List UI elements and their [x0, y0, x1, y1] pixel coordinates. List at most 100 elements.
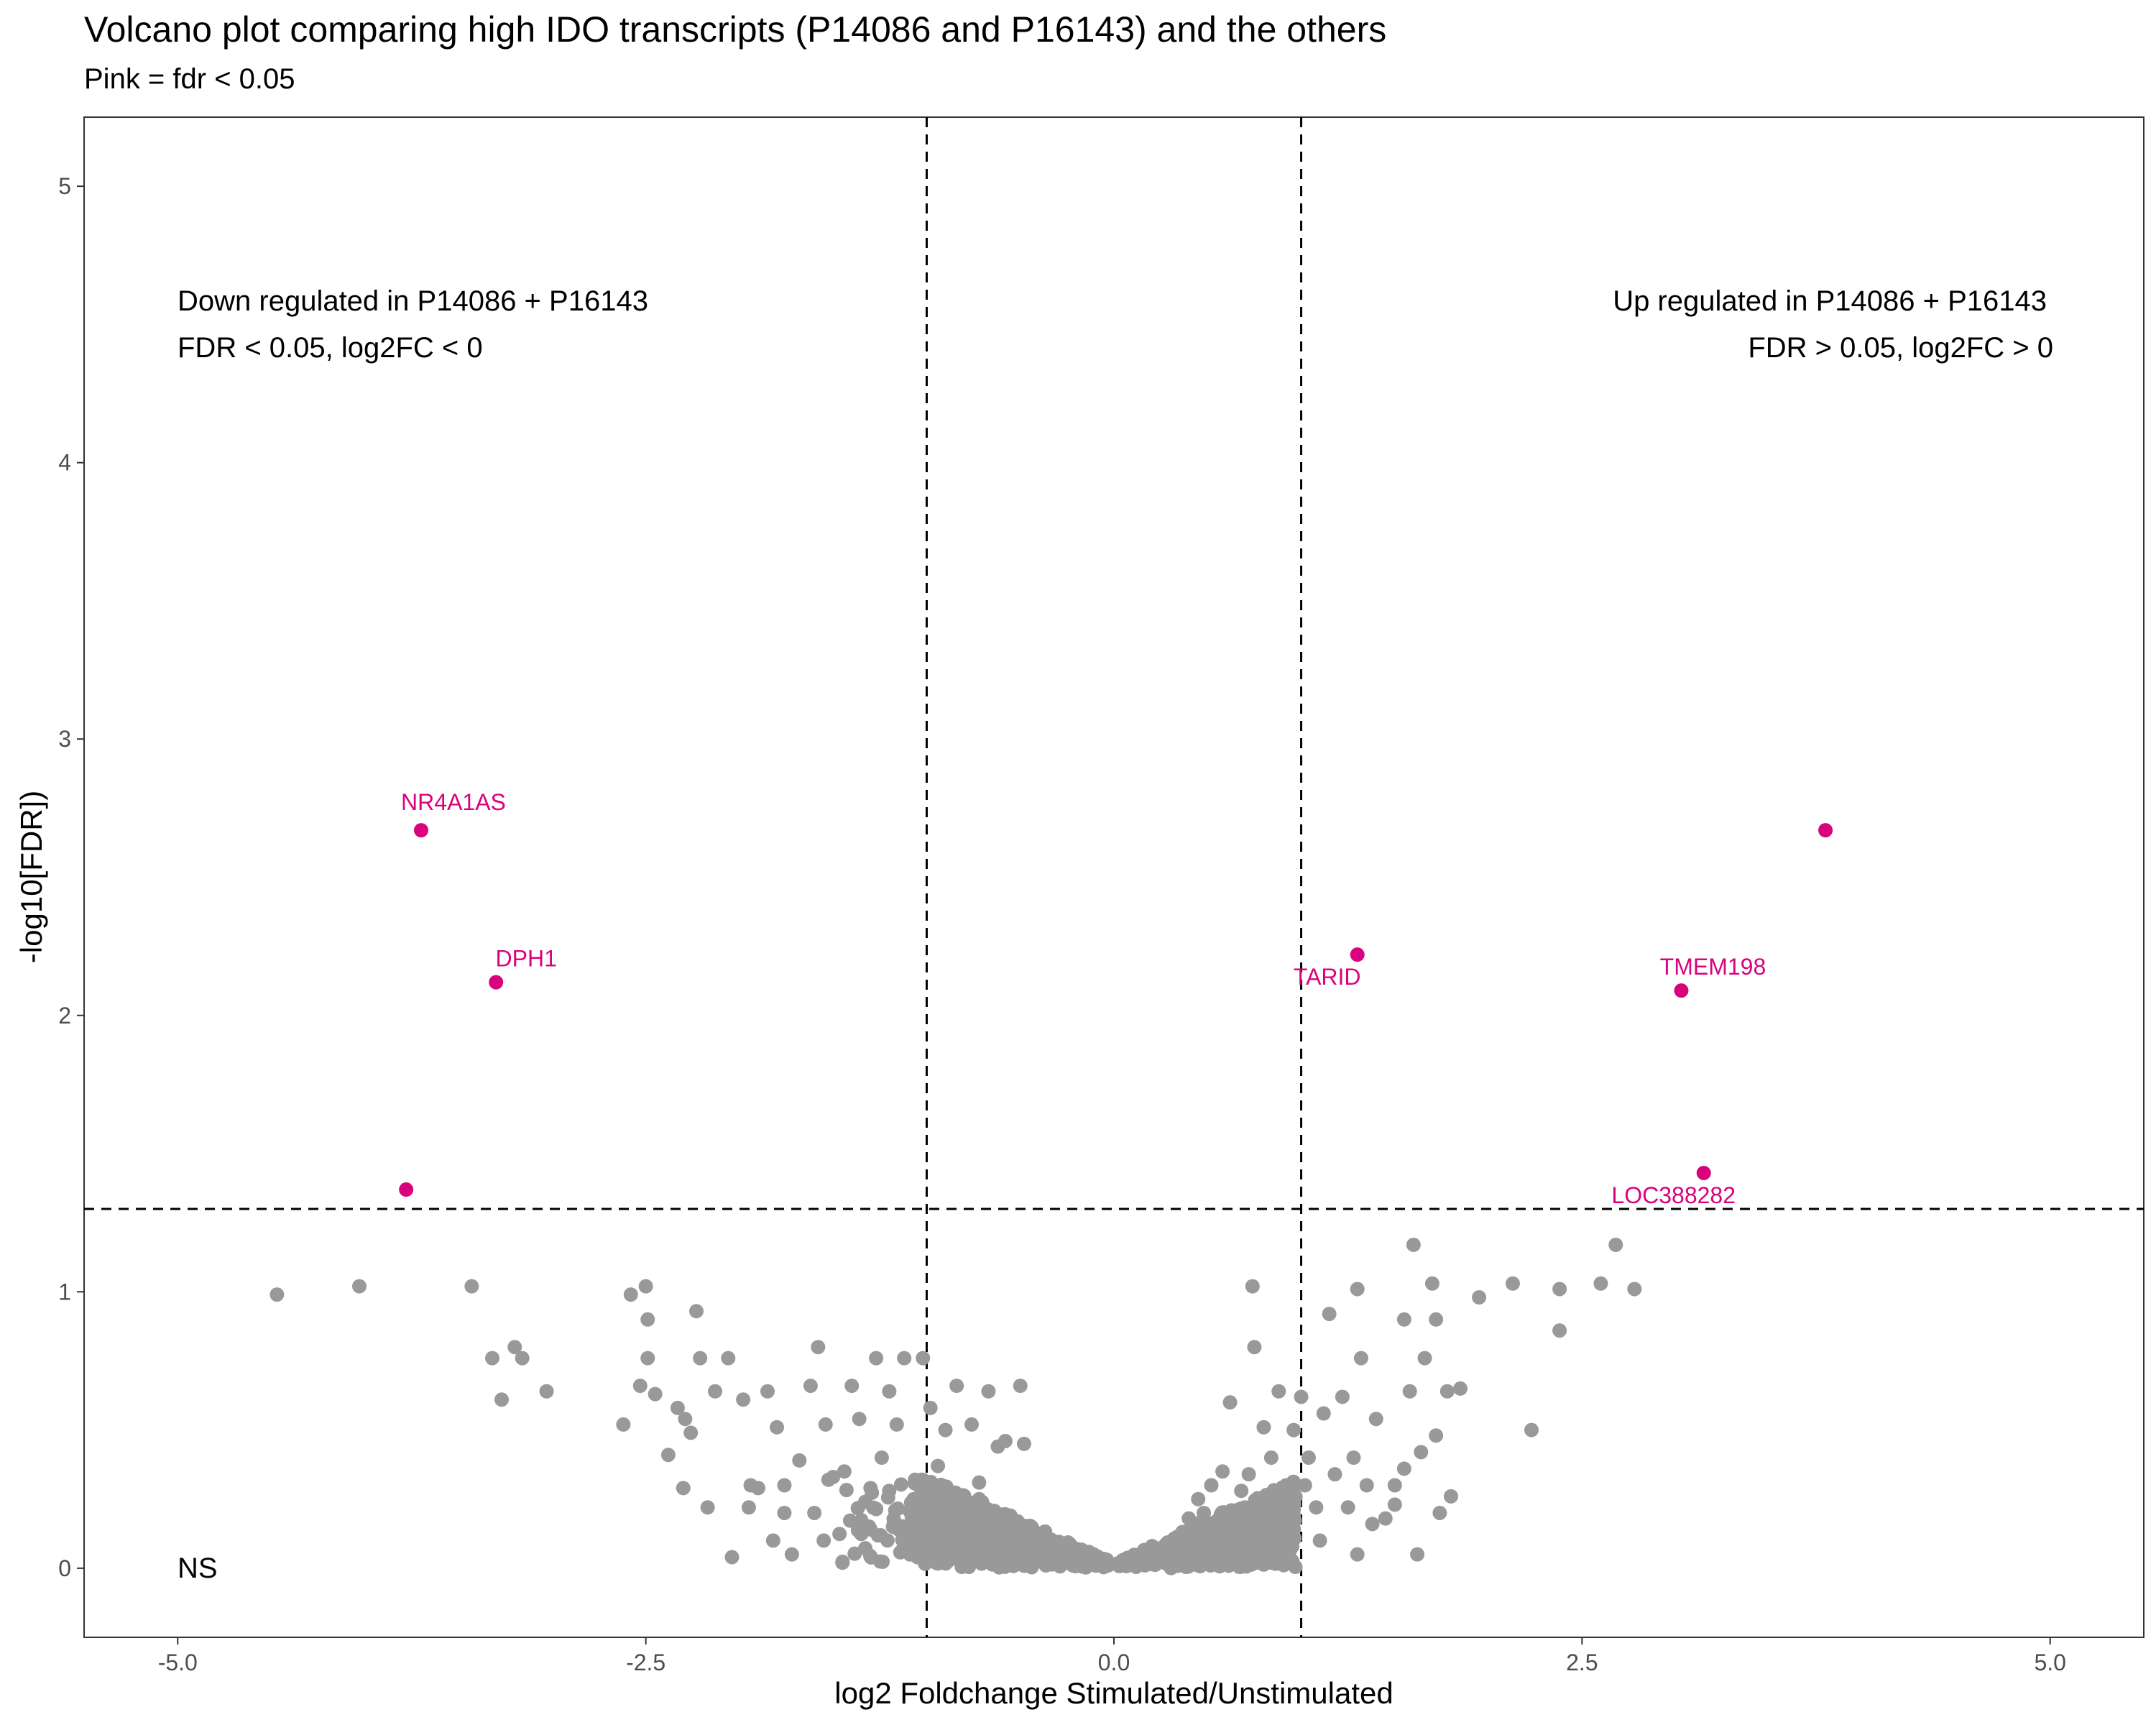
ns-point [1050, 1555, 1065, 1570]
ns-point [918, 1484, 934, 1499]
ns-point [1552, 1323, 1567, 1338]
ns-point [741, 1500, 756, 1515]
y-tick-label: 4 [58, 450, 71, 476]
gene-label: NR4A1AS [401, 789, 506, 815]
ns-point [928, 1519, 943, 1534]
ns-point [1174, 1541, 1189, 1556]
ns-point [1309, 1500, 1324, 1515]
ns-point [676, 1481, 691, 1496]
ns-point [1396, 1461, 1411, 1476]
ns-point [1552, 1282, 1567, 1297]
ns-point [1439, 1384, 1455, 1399]
ns-point [985, 1549, 1000, 1564]
ns-point [494, 1392, 510, 1407]
ns-point [688, 1304, 704, 1319]
ns-point [908, 1472, 923, 1487]
x-tick-label: 0.0 [1098, 1650, 1130, 1675]
ns-points-layer [270, 1237, 1642, 1576]
gene-labels-layer: NR4A1AS DPH1 TARID TMEM198 LOC388282 [401, 789, 1766, 1208]
ns-point [1593, 1276, 1608, 1291]
ns-point [1335, 1389, 1350, 1404]
significant-point [1350, 947, 1365, 962]
ns-point [873, 1528, 888, 1543]
ns-point [1505, 1276, 1520, 1291]
ns-point [858, 1541, 873, 1556]
ns-point [1098, 1556, 1113, 1571]
ns-point [993, 1537, 1008, 1552]
ns-point [1216, 1540, 1231, 1555]
ns-point [777, 1505, 792, 1520]
ns-point [1224, 1506, 1239, 1522]
ns-point [1365, 1517, 1380, 1532]
ns-point [1472, 1290, 1487, 1305]
ns-point [1215, 1464, 1230, 1479]
axis-ticks: -5.0 -2.5 0.0 2.5 5.0 0 1 2 3 4 5 [58, 173, 2066, 1675]
threshold-lines [84, 117, 2144, 1637]
ns-point [1263, 1450, 1279, 1466]
ns-point [847, 1546, 862, 1561]
significant-points-layer [399, 823, 1833, 1197]
y-axis-title: -log10[FDR]) [14, 791, 48, 963]
ns-point [1013, 1379, 1028, 1394]
gene-label: LOC388282 [1611, 1182, 1736, 1208]
ns-point [1271, 1524, 1286, 1539]
significant-point [1696, 1165, 1711, 1180]
ns-point [998, 1433, 1013, 1448]
ns-point [1203, 1558, 1218, 1573]
ns-point [678, 1412, 693, 1427]
ns-point [515, 1351, 530, 1366]
ns-point [874, 1450, 889, 1466]
ns-point [640, 1312, 655, 1327]
ns-point [638, 1279, 653, 1294]
ns-point [953, 1496, 968, 1512]
ns-point [965, 1550, 980, 1565]
ns-point [760, 1384, 775, 1399]
x-tick-label: 5.0 [2034, 1650, 2065, 1675]
ns-point [1443, 1489, 1458, 1504]
ns-point [997, 1517, 1012, 1532]
ns-point [865, 1485, 880, 1500]
ns-point [1453, 1381, 1468, 1396]
ns-point [1429, 1312, 1444, 1327]
ns-point [850, 1523, 865, 1538]
ns-point [1524, 1422, 1539, 1438]
ns-point [1191, 1491, 1206, 1506]
chart-subtitle: Pink = fdr < 0.05 [84, 63, 295, 95]
y-tick-label: 0 [58, 1555, 71, 1581]
ns-point [1271, 1384, 1286, 1399]
ns-point [1368, 1412, 1383, 1427]
ns-point [918, 1501, 934, 1517]
ns-point [1432, 1505, 1447, 1520]
ns-point [832, 1527, 847, 1542]
y-tick-label: 2 [58, 1003, 71, 1029]
ns-point [964, 1417, 979, 1432]
ns-point [1274, 1557, 1289, 1572]
ns-point [1359, 1478, 1374, 1493]
ns-point [721, 1351, 736, 1366]
ns-point [1245, 1279, 1260, 1294]
ns-point [507, 1340, 522, 1355]
ns-point [648, 1386, 663, 1402]
ns-point [895, 1519, 910, 1534]
ns-point [931, 1458, 946, 1473]
ns-point [972, 1475, 987, 1490]
ns-point [872, 1554, 888, 1569]
ns-point [1028, 1543, 1043, 1558]
ns-point [623, 1287, 638, 1302]
ns-point [897, 1351, 912, 1366]
ns-point [1081, 1552, 1096, 1568]
ns-point [1429, 1428, 1444, 1443]
ns-point [1247, 1540, 1262, 1555]
ns-point [1387, 1497, 1402, 1512]
gene-label: DPH1 [496, 946, 557, 972]
ns-point [616, 1417, 631, 1432]
ns-point [803, 1379, 818, 1394]
ns-point [1192, 1543, 1207, 1558]
ns-point [934, 1477, 949, 1492]
ns-point [632, 1379, 648, 1394]
annotation-up-line1: Up regulated in P14086 + P16143 [1613, 285, 2047, 317]
ns-point [1312, 1533, 1327, 1548]
ns-point [938, 1422, 953, 1438]
ns-point [1241, 1467, 1256, 1482]
ns-point [765, 1533, 780, 1548]
